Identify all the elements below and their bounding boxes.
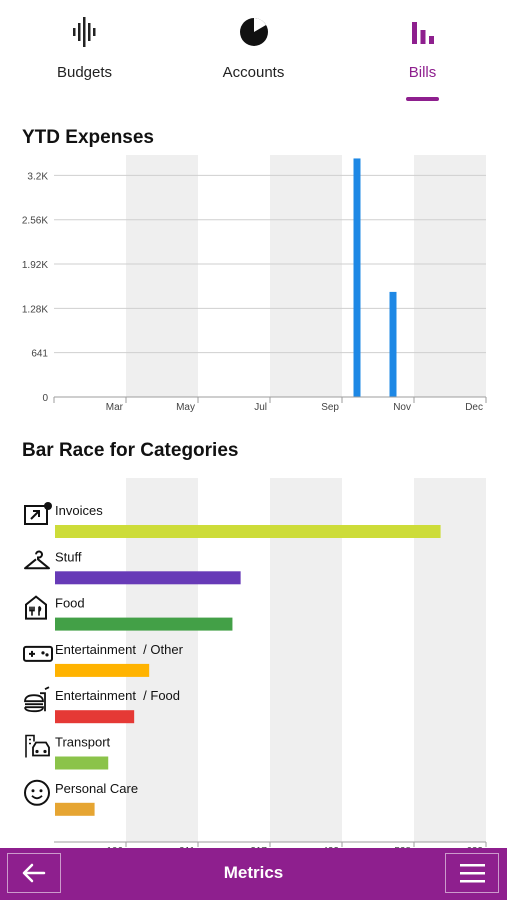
page-title: Metrics (223, 863, 284, 882)
x-tick-label: Nov (393, 402, 411, 413)
bar-chart-icon (338, 14, 507, 50)
category-bar (55, 617, 233, 631)
x-tick-label: Mar (106, 402, 124, 413)
category-label: Invoices (55, 503, 103, 518)
y-tick-label: 0 (42, 393, 48, 404)
tab-label: Bills (408, 64, 437, 81)
category-label: Food (55, 596, 85, 611)
ytd-expenses-chart: 0 641 1.28K 1.92K 2.56K 3.2K Mar May Jul Sep Nov De… (22, 155, 487, 413)
tab-label: Budgets (56, 64, 113, 81)
chart-band (270, 478, 342, 842)
race-row: Food (25, 595, 233, 631)
category-label: Entertainment / Other (55, 642, 184, 657)
category-race-chart: 106211317422528633 InvoicesStuffFoodEnte… (23, 478, 487, 850)
active-tab-indicator (406, 97, 439, 101)
top-tabs: Budgets Accounts Bills (0, 0, 507, 104)
arrow-left-icon (22, 863, 46, 883)
category-label: Stuff (55, 549, 82, 564)
race-row: Transport (25, 734, 111, 770)
tab-budgets[interactable]: Budgets (0, 0, 169, 104)
waveform-icon (0, 14, 169, 50)
y-tick-label: 3.2K (27, 171, 48, 182)
menu-button[interactable] (445, 853, 499, 893)
transport-icon (25, 734, 50, 758)
invoice-icon (24, 502, 52, 525)
tab-bills[interactable]: Bills (338, 0, 507, 104)
race-title: Bar Race for Categories (22, 440, 239, 461)
x-tick-label: Dec (465, 402, 483, 413)
x-tick-label: Sep (321, 402, 339, 413)
category-bar (55, 571, 241, 585)
x-tick-label: Jul (254, 402, 267, 413)
gamepad-icon (23, 645, 53, 662)
y-tick-label: 641 (31, 349, 48, 360)
tab-accounts[interactable]: Accounts (169, 0, 338, 104)
hamburger-icon (460, 864, 485, 883)
race-row: Entertainment / Food (24, 686, 180, 724)
chart-band (270, 155, 342, 397)
category-label: Transport (55, 735, 111, 750)
back-button[interactable] (7, 853, 61, 893)
face-icon (24, 779, 50, 806)
chart-band (414, 478, 486, 842)
category-bar (55, 525, 441, 538)
race-row: Entertainment / Other (23, 642, 184, 677)
x-tick-label: May (176, 402, 195, 413)
category-bar (55, 710, 135, 724)
chart-band (126, 155, 198, 397)
pie-icon (169, 14, 338, 50)
bottom-bar: Metrics (0, 848, 507, 900)
tab-label: Accounts (222, 64, 285, 81)
category-label: Entertainment / Food (55, 688, 180, 703)
food-icon (25, 595, 47, 620)
category-bar (55, 802, 95, 816)
expense-bar (353, 158, 361, 397)
category-bar (55, 756, 109, 770)
race-row: Stuff (24, 549, 241, 585)
chart-band (414, 155, 486, 397)
category-label: Personal Care (55, 781, 138, 796)
race-row: Personal Care (24, 779, 138, 816)
y-tick-label: 1.28K (22, 304, 48, 315)
y-tick-label: 1.92K (22, 260, 48, 271)
race-row: Invoices (24, 502, 441, 538)
category-bar (55, 663, 150, 677)
expense-bar (389, 291, 397, 397)
hanger-icon (24, 550, 50, 570)
y-tick-label: 2.56K (22, 216, 48, 227)
fastfood-icon (24, 686, 50, 713)
ytd-title: YTD Expenses (22, 127, 154, 148)
chart-band (126, 478, 198, 842)
